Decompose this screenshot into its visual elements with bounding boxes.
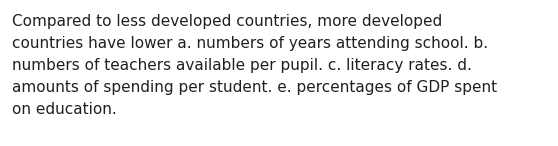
Text: numbers of teachers available per pupil. c. literacy rates. d.: numbers of teachers available per pupil.… [12, 58, 472, 73]
Text: on education.: on education. [12, 102, 117, 117]
Text: Compared to less developed countries, more developed: Compared to less developed countries, mo… [12, 14, 442, 29]
Text: countries have lower a. numbers of years attending school. b.: countries have lower a. numbers of years… [12, 36, 488, 51]
Text: amounts of spending per student. e. percentages of GDP spent: amounts of spending per student. e. perc… [12, 80, 497, 95]
